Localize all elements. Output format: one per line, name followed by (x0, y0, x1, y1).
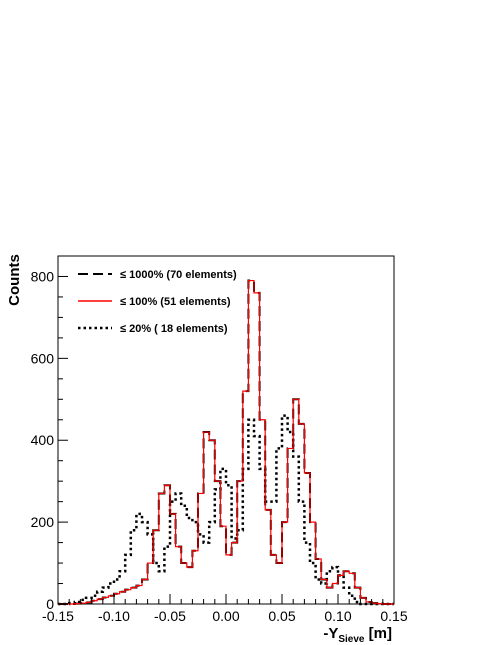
x-axis-title: -YSieve [m] (323, 625, 392, 645)
series-layer (58, 279, 394, 606)
y-tick-label: 600 (31, 350, 55, 366)
x-tick-label: -0.15 (42, 608, 74, 624)
y-axis: 0 200 400 600 800 (31, 255, 68, 612)
legend-label-3: ≤ 20% ( 18 elements) (120, 323, 228, 335)
y-axis-title: Counts (6, 254, 23, 306)
legend-label-2: ≤ 100% (51 elements) (120, 296, 231, 308)
legend: ≤ 1000% (70 elements) ≤ 100% (51 element… (78, 269, 237, 335)
y-tick-label: 800 (31, 268, 55, 284)
x-tick-label: 0.15 (380, 608, 407, 624)
y-tick-label: 200 (31, 514, 55, 530)
x-tick-label: 0.10 (324, 608, 351, 624)
x-tick-label: 0.05 (268, 608, 295, 624)
x-axis: -0.15 -0.10 -0.05 0.00 0.05 0.10 0.15 (42, 594, 408, 624)
series-2-line (58, 279, 394, 605)
y-tick-label: 400 (31, 432, 55, 448)
legend-label-1: ≤ 1000% (70 elements) (120, 269, 237, 281)
x-tick-label: 0.00 (212, 608, 239, 624)
x-tick-label: -0.10 (98, 608, 130, 624)
x-tick-label: -0.05 (154, 608, 186, 624)
y-tick-label: 0 (46, 596, 54, 612)
